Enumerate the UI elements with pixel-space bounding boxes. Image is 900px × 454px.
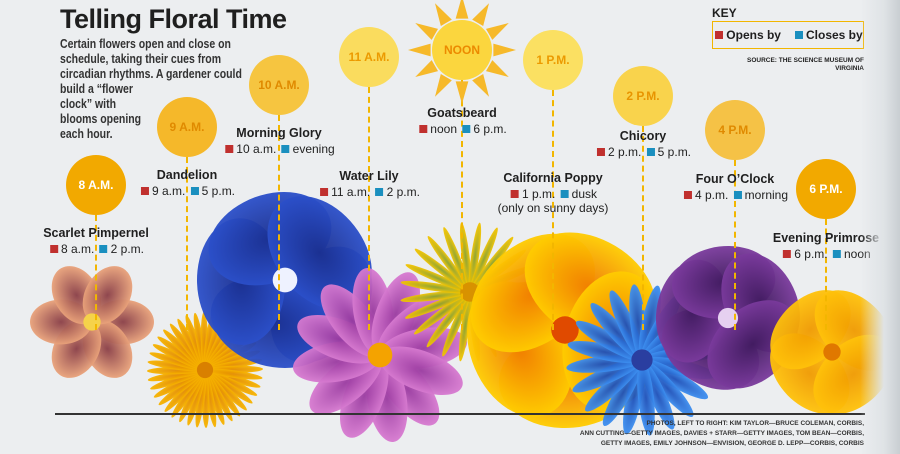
flower-times: 8 a.m. 2 p.m. [43,242,149,256]
legend-key: Opens by Closes by [712,21,864,49]
hour-circle: 1 P.M. [523,30,583,90]
dashed-guide [95,215,97,330]
flower-photo [292,267,468,443]
flower-name: California Poppy [503,171,603,185]
closes-swatch-icon [99,245,108,253]
hour-circle: 9 A.M. [157,97,217,157]
opens-swatch-icon [715,31,724,39]
flower-label: Water Lily 11 a.m. 2 p.m. [318,169,420,199]
flower-name: Four O’Clock [695,172,775,186]
dashed-guide [552,90,554,330]
hour-circle: 6 P.M. [796,159,856,219]
hour-circle: 10 A.M. [249,55,309,115]
legend-closes: Closes by [793,28,863,42]
photo-credits: PHOTOS, LEFT TO RIGHT: KIM TAYLOR—BRUCE … [579,420,864,447]
opens-swatch-icon [49,245,58,253]
opens-swatch-icon [320,188,329,196]
dashed-guide [825,219,827,330]
flower-times: noon 6 p.m. [417,122,507,136]
divider [55,413,865,415]
hour-circle: 11 A.M. [339,27,399,87]
flower-label: Chicory 2 p.m. 5 p.m. [595,129,691,159]
flower-label: Four O’Clock 4 p.m. morning [682,172,788,202]
flower-label: California Poppy 1 p.m. dusk (only on sun… [498,171,609,215]
flower-times: 10 a.m. evening [223,142,335,156]
flower-photo [30,266,154,378]
flower-label: Scarlet Pimpernel 8 a.m. 2 p.m. [43,226,149,256]
flower-name: Morning Glory [236,126,322,140]
opens-swatch-icon [683,191,692,199]
closes-swatch-icon [462,125,471,133]
flower-label: Morning Glory 10 a.m. evening [223,126,335,156]
flower-name: Chicory [619,129,667,143]
page-title: Telling Floral Time [60,4,287,34]
flower-photo [770,290,894,414]
flower-name: Evening Primrose [772,231,880,245]
flower-name: Dandelion [156,168,218,182]
closes-swatch-icon [190,187,199,195]
legend-opens: Opens by [713,28,781,42]
closes-swatch-icon [794,31,803,39]
dashed-guide [368,87,370,330]
hour-circle: NOON [432,20,492,80]
flower-times: 1 p.m. dusk [498,187,609,201]
flower-label: Dandelion 9 a.m. 5 p.m. [139,168,235,198]
flower-times: 11 a.m. 2 p.m. [318,185,420,199]
dashed-guide [186,157,188,330]
source-note: SOURCE: THE SCIENCE MUSEUM OF VIRGINIA [746,57,864,72]
flower-note: (only on sunny days) [497,201,609,215]
hour-circle: 2 P.M. [613,66,673,126]
flower-times: 9 a.m. 5 p.m. [139,184,235,198]
closes-swatch-icon [375,188,384,196]
flower-name: Water Lily [339,169,399,183]
flower-name: Scarlet Pimpernel [43,226,149,240]
hour-circle: 4 P.M. [705,100,765,160]
intro-block: Certain flowers open and close on schedu… [60,37,253,282]
flower-label: Evening Primrose 6 p.m. noon [773,231,879,261]
closes-swatch-icon [832,250,841,258]
opens-swatch-icon [783,250,792,258]
dashed-guide [278,115,280,330]
opens-swatch-icon [510,190,519,198]
hour-circle: 8 A.M. [66,155,126,215]
flower-times: 6 p.m. noon [773,247,879,261]
closes-swatch-icon [646,148,655,156]
flower-times: 4 p.m. morning [682,188,788,202]
opens-swatch-icon [225,145,234,153]
intro-text: Certain flowers open and close on schedu… [60,37,242,141]
sun-icon [408,0,516,104]
opens-swatch-icon [596,148,605,156]
dashed-guide [461,80,463,330]
closes-swatch-icon [281,145,290,153]
flower-name: Goatsbeard [427,106,497,120]
closes-swatch-icon [560,190,569,198]
flower-photo [147,312,263,428]
key-title: KEY [712,6,737,20]
dashed-guide [642,126,644,330]
flower-label: Goatsbeard noon 6 p.m. [417,106,507,136]
opens-swatch-icon [140,187,149,195]
opens-swatch-icon [419,125,428,133]
flower-times: 2 p.m. 5 p.m. [595,145,691,159]
closes-swatch-icon [733,191,742,199]
dashed-guide [734,160,736,330]
